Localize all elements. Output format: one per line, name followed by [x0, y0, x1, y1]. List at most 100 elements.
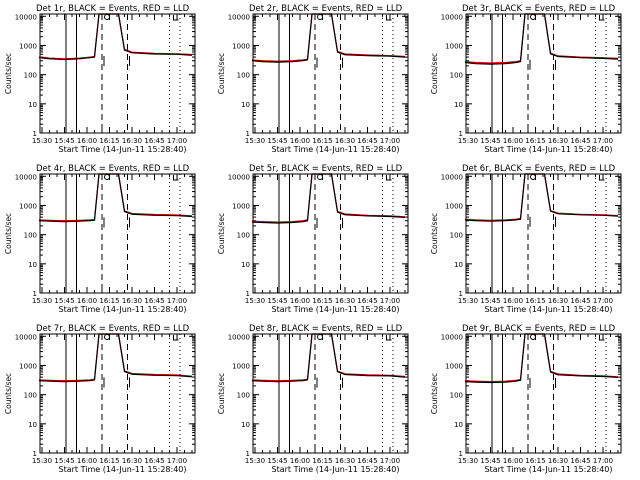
detector-panel-6: Det 6r, BLACK = Events, RED = LLD 1 10 100 1…: [430, 164, 622, 314]
x-axis-label: Start Time (14-Jun-11 15:28:40): [272, 465, 400, 474]
x-tick-label: 16:00: [77, 297, 97, 305]
x-tick-label: 17:00: [167, 137, 187, 145]
panel-title: Det 1r, BLACK = Events, RED = LLD: [36, 4, 190, 14]
bracket-marker-icon: [599, 175, 605, 181]
y-tick-label: 1: [246, 130, 250, 138]
y-tick-label: 1000: [445, 42, 463, 50]
saa-marker-icon: [317, 174, 323, 180]
y-tick-label: 100: [237, 232, 250, 240]
panel-title: Det 6r, BLACK = Events, RED = LLD: [462, 164, 616, 174]
detector-panel-9: Det 9r, BLACK = Events, RED = LLD 1 10 100 1…: [430, 324, 622, 474]
plot-frame: [252, 333, 409, 454]
events-series-line: [251, 173, 406, 224]
y-axis-label: Counts/sec: [430, 53, 439, 94]
x-tick-label: 16:30: [335, 457, 355, 465]
plot-frame: [39, 333, 196, 454]
events-series-line: [38, 333, 193, 383]
y-tick-label: 1: [459, 130, 463, 138]
y-tick-label: 10: [454, 421, 463, 429]
x-tick-label: 17:00: [593, 297, 613, 305]
bracket-marker-icon: [173, 335, 179, 341]
x-axis-label: Start Time (14-Jun-11 15:28:40): [485, 465, 613, 474]
x-tick-label: 15:30: [32, 297, 52, 305]
x-tick-label: 15:45: [480, 137, 500, 145]
plot-frame: [39, 173, 196, 294]
x-tick-label: 16:30: [335, 137, 355, 145]
y-tick-label: 100: [24, 72, 37, 80]
lld-series-line: [38, 173, 193, 222]
lld-series-line: [38, 333, 193, 382]
x-axis-label: Start Time (14-Jun-11 15:28:40): [485, 145, 613, 154]
x-tick-label: 16:45: [144, 297, 164, 305]
x-tick-label: 16:45: [144, 137, 164, 145]
y-tick-label: 1: [459, 290, 463, 298]
detector-panel-8: Det 8r, BLACK = Events, RED = LLD 1 10 100 1…: [217, 324, 409, 474]
x-tick-label: 16:30: [122, 457, 142, 465]
x-tick-label: 16:15: [99, 297, 119, 305]
bracket-marker-icon: [173, 15, 179, 21]
events-series-line: [464, 13, 619, 65]
x-tick-label: 15:45: [54, 457, 74, 465]
bracket-marker-icon: [386, 175, 392, 181]
x-tick-label: 15:30: [458, 137, 478, 145]
y-tick-label: 10000: [228, 13, 250, 21]
saa-marker-icon: [530, 14, 536, 20]
x-tick-label: 16:00: [290, 297, 310, 305]
y-tick-label: 10: [454, 261, 463, 269]
x-tick-label: 15:30: [32, 137, 52, 145]
y-axis-label: Counts/sec: [430, 213, 439, 254]
y-tick-label: 100: [237, 72, 250, 80]
x-tick-label: 17:00: [380, 457, 400, 465]
detector-panel-7: Det 7r, BLACK = Events, RED = LLD 1 10 100 1…: [4, 324, 196, 474]
y-tick-label: 1000: [232, 42, 250, 50]
detector-panel-3: Det 3r, BLACK = Events, RED = LLD 1 10 100 1…: [430, 4, 622, 154]
y-tick-label: 1: [246, 450, 250, 458]
x-tick-label: 16:45: [570, 297, 590, 305]
bracket-marker-icon: [386, 15, 392, 21]
bracket-marker-icon: [173, 175, 179, 181]
y-tick-label: 1000: [445, 362, 463, 370]
x-tick-label: 15:30: [32, 457, 52, 465]
events-series-line: [464, 333, 619, 384]
x-tick-label: 15:30: [458, 457, 478, 465]
panel-title: Det 4r, BLACK = Events, RED = LLD: [36, 164, 190, 174]
y-tick-label: 10000: [15, 173, 37, 181]
detector-panel-1: Det 1r, BLACK = Events, RED = LLD 1 10 100 1…: [4, 4, 196, 154]
y-tick-label: 10000: [15, 333, 37, 341]
x-tick-label: 17:00: [167, 297, 187, 305]
saa-marker-icon: [317, 14, 323, 20]
x-tick-label: 16:00: [77, 137, 97, 145]
lld-series-line: [38, 13, 193, 60]
events-series-line: [464, 173, 619, 222]
bracket-marker-icon: [599, 15, 605, 21]
y-tick-label: 10: [241, 101, 250, 109]
y-tick-label: 10000: [441, 13, 463, 21]
y-tick-label: 10000: [228, 333, 250, 341]
y-tick-label: 10000: [441, 333, 463, 341]
y-tick-label: 10: [28, 101, 37, 109]
detector-panel-5: Det 5r, BLACK = Events, RED = LLD 1 10 100 1…: [217, 164, 409, 314]
x-tick-label: 15:45: [480, 457, 500, 465]
panel-title: Det 9r, BLACK = Events, RED = LLD: [462, 324, 616, 334]
y-tick-label: 10000: [228, 173, 250, 181]
y-tick-label: 10: [28, 421, 37, 429]
y-tick-label: 1000: [19, 42, 37, 50]
panel-title: Det 8r, BLACK = Events, RED = LLD: [249, 324, 403, 334]
x-tick-label: 15:30: [458, 297, 478, 305]
x-tick-label: 15:30: [245, 137, 265, 145]
panel-title: Det 5r, BLACK = Events, RED = LLD: [249, 164, 403, 174]
y-tick-label: 10: [241, 261, 250, 269]
panel-title: Det 3r, BLACK = Events, RED = LLD: [462, 4, 616, 14]
x-tick-label: 15:45: [54, 137, 74, 145]
y-tick-label: 10000: [15, 13, 37, 21]
y-tick-label: 100: [450, 72, 463, 80]
y-axis-label: Counts/sec: [4, 53, 13, 94]
x-tick-label: 15:45: [267, 457, 287, 465]
x-tick-label: 16:45: [570, 457, 590, 465]
x-tick-label: 16:15: [312, 137, 332, 145]
x-tick-label: 16:00: [290, 137, 310, 145]
y-tick-label: 100: [450, 392, 463, 400]
saa-marker-icon: [104, 174, 110, 180]
x-tick-label: 16:30: [548, 457, 568, 465]
y-tick-label: 1: [33, 450, 37, 458]
